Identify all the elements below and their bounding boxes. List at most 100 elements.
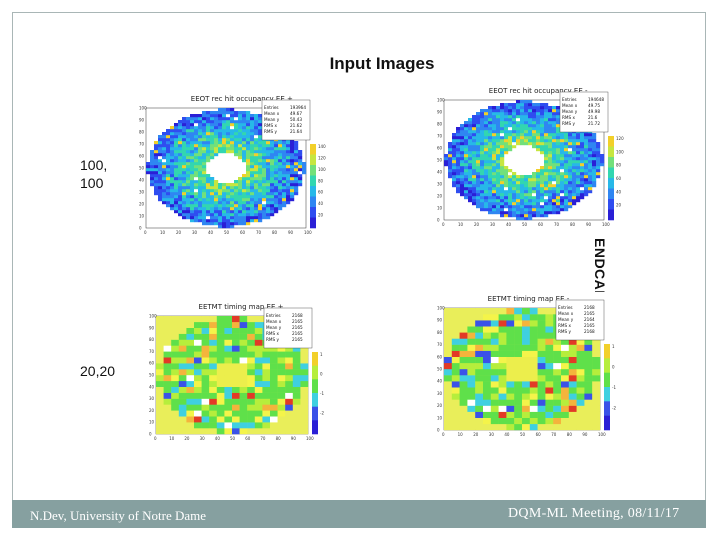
histogram-cell [553,387,562,394]
histogram-cell [156,333,164,340]
histogram-cell [209,327,217,334]
histogram-cell [274,183,279,187]
stats-value: 21.62 [290,123,302,128]
histogram-cell [234,144,239,148]
histogram-cell [154,174,159,178]
histogram-cell [238,150,243,154]
histogram-cell [210,216,215,220]
histogram-cell [178,135,183,139]
histogram-cell [508,139,513,143]
histogram-cell [564,205,569,209]
histogram-cell [512,199,517,203]
stats-value: 2165 [292,331,303,336]
histogram-cell [568,166,573,170]
histogram-cell [209,428,217,435]
histogram-cell [262,165,267,169]
histogram-cell [230,183,235,187]
histogram-cell [262,410,271,417]
histogram-cell [528,178,533,182]
histogram-cell [186,117,191,121]
y-tick-label: 20 [139,202,145,207]
histogram-cell [552,187,557,191]
histogram-cell [242,153,247,157]
histogram-cell [262,210,267,214]
histogram-cell [222,189,227,193]
histogram-cell [472,142,477,146]
histogram-cell [300,422,309,429]
histogram-cell [250,198,255,202]
x-tick-label: 20 [473,432,479,437]
histogram-cell [282,150,287,154]
histogram-cell [282,159,287,163]
histogram-cell [218,225,223,229]
histogram-cell [254,398,263,405]
histogram-cell [504,187,509,191]
histogram-cell [214,180,219,184]
y-tick-label: 20 [437,403,443,408]
histogram-cell [216,333,225,340]
histogram-cell [496,133,501,137]
histogram-cell [254,156,259,160]
histogram-cell [166,150,171,154]
histogram-cell [266,204,271,208]
histogram-cell [556,121,561,125]
histogram-cell [254,189,259,193]
histogram-cell [492,130,497,134]
histogram-cell [238,129,243,133]
histogram-cell [239,357,248,364]
histogram-cell [480,130,485,134]
histogram-cell [540,190,545,194]
histogram-cell [504,193,509,197]
y-tick-label: 80 [139,130,145,135]
histogram-cell [468,160,473,164]
histogram-cell [206,213,211,217]
histogram-cell [496,121,501,125]
histogram-cell [258,180,263,184]
histogram-cell [174,177,179,181]
histogram-cell [202,198,207,202]
y-tick-label: 90 [437,318,443,323]
histogram-cell [234,129,239,133]
histogram-cell [239,416,248,423]
stats-box [555,299,605,341]
histogram-cell [294,141,299,145]
histogram-cell [278,180,283,184]
histogram-cell [170,132,175,136]
histogram-cell [592,169,597,173]
histogram-cell [496,196,501,200]
histogram-cell [529,423,538,431]
histogram-cell [158,141,163,145]
histogram-cell [472,145,477,149]
histogram-cell [156,357,164,364]
histogram-cell [194,219,199,223]
histogram-cell [451,362,460,370]
histogram-cell [239,345,248,352]
histogram-cell [162,192,167,196]
histogram-cell [548,187,553,191]
y-tick-label: 10 [437,206,443,211]
histogram-cell [178,159,183,163]
histogram-cell [174,180,179,184]
histogram-cell [468,133,473,137]
histogram-cell [210,177,215,181]
histogram-cell [246,222,251,226]
histogram-cell [492,169,497,173]
histogram-cell [186,216,191,220]
histogram-cell [298,168,303,172]
histogram-cell [514,362,523,370]
histogram-cell [524,133,529,137]
histogram-cell [556,202,561,206]
histogram-cell [201,375,210,382]
histogram-cell [524,112,529,116]
histogram-cell [540,142,545,146]
histogram-cell [150,177,155,181]
histogram-cell [540,175,545,179]
histogram-cell [472,193,477,197]
histogram-cell [548,133,553,137]
histogram-cell [163,321,172,328]
histogram-cell [506,417,515,425]
histogram-cell [498,369,507,376]
colorbar-tick-label: 140 [318,144,326,149]
histogram-cell [480,118,485,122]
histogram-cell [552,112,557,116]
